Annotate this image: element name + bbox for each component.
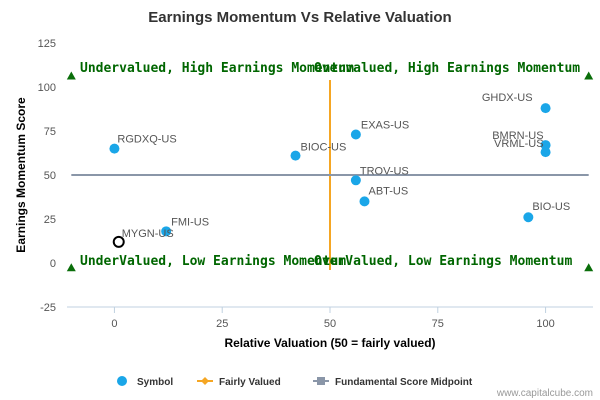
legend-symbol-marker <box>117 376 127 386</box>
data-point-label: EXAS-US <box>361 120 409 132</box>
x-tick-label: 50 <box>324 318 336 330</box>
data-point <box>540 147 551 158</box>
corner-marker-top-right <box>584 71 594 80</box>
x-tick-label: 0 <box>111 318 117 330</box>
legend: Symbol Fairly Valued Fundamental Score M… <box>117 376 473 388</box>
data-point-label: RGDXQ-US <box>117 134 176 146</box>
chart-title: Earnings Momentum Vs Relative Valuation <box>148 9 451 26</box>
data-point <box>350 175 361 186</box>
data-point-label: BMRN-US <box>492 130 543 142</box>
legend-fairly-valued-marker <box>201 377 209 385</box>
y-tick-label: 50 <box>44 170 56 182</box>
x-tick-label: 25 <box>216 318 228 330</box>
data-point-label: BIO-US <box>532 201 570 213</box>
legend-fairly-valued-label: Fairly Valued <box>219 377 281 388</box>
highlight-point <box>112 235 125 248</box>
y-axis-title: Earnings Momentum Score <box>14 97 28 253</box>
reference-lines <box>71 79 589 271</box>
corner-marker-bottom-right <box>584 263 594 272</box>
data-point-label: TROV-US <box>360 165 409 177</box>
y-tick-label: 25 <box>44 214 56 226</box>
x-axis-title: Relative Valuation (50 = fairly valued) <box>224 336 435 350</box>
x-tick-label: 100 <box>536 318 554 330</box>
data-point <box>350 129 361 140</box>
data-point-label: ABT-US <box>368 185 408 197</box>
corner-marker-bottom-left <box>66 263 76 272</box>
data-point <box>290 150 301 161</box>
y-tick-label: 100 <box>38 82 56 94</box>
data-point <box>540 103 551 114</box>
y-tick-label: 125 <box>38 38 56 50</box>
y-tick-label: 0 <box>50 258 56 270</box>
x-tick-label: 75 <box>432 318 444 330</box>
quadrant-labels: Undervalued, High Earnings MomentumOverv… <box>66 61 594 272</box>
legend-midpoint-marker <box>317 377 325 385</box>
legend-midpoint-label: Fundamental Score Midpoint <box>335 377 473 388</box>
quadrant-label-top-left: Undervalued, High Earnings Momentum <box>80 61 354 76</box>
quadrant-label-bottom-right: OverValued, Low Earnings Momentum <box>314 254 572 269</box>
y-tick-label: -25 <box>40 302 56 314</box>
axes: 0 25 50 75 100 -25 0 25 50 75 100 125 <box>38 38 593 330</box>
y-tick-label: 75 <box>44 126 56 138</box>
data-point <box>523 212 534 223</box>
quadrant-label-top-right: Overvalued, High Earnings Momentum <box>314 61 580 76</box>
data-point-label: FMI-US <box>171 216 209 228</box>
data-point-label: VRML-US <box>494 138 544 150</box>
data-point-label: GHDX-US <box>482 92 533 104</box>
credit-text: www.capitalcube.com <box>496 388 593 399</box>
data-point <box>161 226 172 237</box>
data-point-label: BIOC-US <box>301 142 347 154</box>
corner-marker-top-left <box>66 71 76 80</box>
highlight-point-label: MYGN-US <box>122 228 174 240</box>
data-point <box>540 140 551 151</box>
quadrant-label-bottom-left: UnderValued, Low Earnings Momentum <box>80 254 346 269</box>
data-point <box>109 143 120 154</box>
legend-symbol-label: Symbol <box>137 377 173 388</box>
data-point <box>359 196 370 207</box>
